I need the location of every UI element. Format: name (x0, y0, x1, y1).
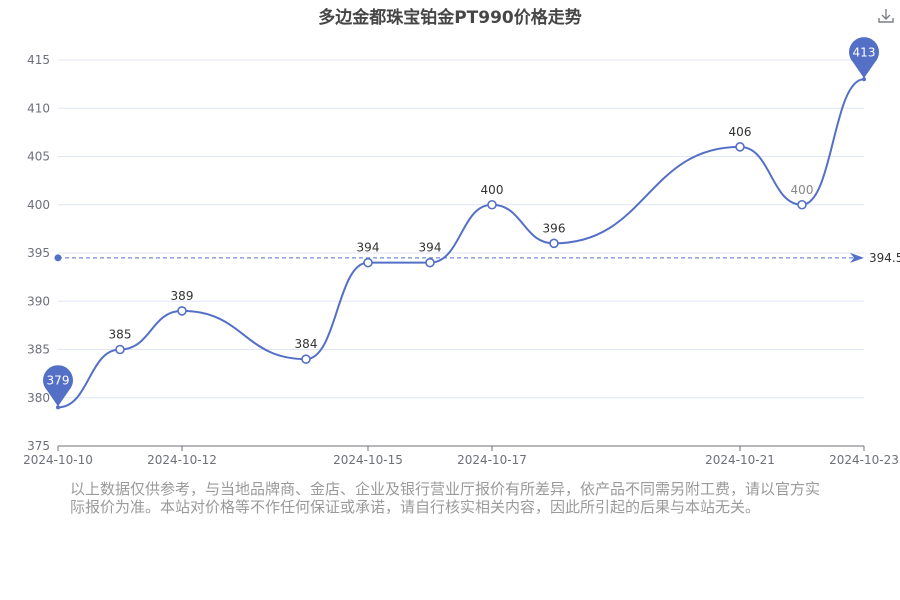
x-tick-label: 2024-10-23 (829, 453, 899, 467)
y-tick-label: 395 (27, 246, 50, 260)
data-label: 394 (419, 241, 442, 255)
data-label: 384 (295, 337, 318, 351)
data-point (115, 344, 125, 355)
price-line (57, 78, 865, 409)
data-point (363, 257, 373, 268)
data-label: 406 (729, 125, 752, 139)
data-label: 389 (171, 289, 194, 303)
max-mark-pin: 413 (849, 37, 879, 79)
data-label: 385 (109, 328, 132, 342)
y-tick-label: 385 (27, 343, 50, 357)
y-tick-label: 380 (27, 391, 50, 405)
average-line-label: 394.5 (869, 251, 900, 265)
y-tick-label: 400 (27, 198, 50, 212)
average-line-start (54, 254, 62, 262)
data-label: 396 (543, 221, 566, 235)
x-tick-label: 2024-10-15 (333, 453, 403, 467)
data-point (56, 405, 60, 410)
grid-lines (58, 59, 864, 399)
x-tick-label: 2024-10-21 (705, 453, 775, 467)
y-tick-label: 405 (27, 150, 50, 164)
x-tick-label: 2024-10-17 (457, 453, 527, 467)
data-point (301, 354, 311, 364)
x-tick-label: 2024-10-12 (147, 453, 217, 467)
y-tick-label: 390 (27, 294, 50, 308)
data-point (549, 238, 559, 249)
average-markline: 394.5 (54, 251, 900, 265)
download-icon[interactable] (876, 6, 896, 26)
max-mark-label: 413 (853, 45, 876, 59)
pin-shape (849, 37, 879, 79)
y-tick-label: 415 (27, 53, 50, 67)
data-points (56, 77, 866, 410)
data-label: 400 (791, 183, 814, 197)
average-line-arrow (850, 252, 864, 263)
data-point (487, 199, 497, 210)
min-mark-pin: 379 (43, 365, 73, 407)
data-point (862, 77, 866, 82)
mark-points: 379 413 (43, 37, 879, 407)
data-label: 400 (481, 183, 504, 197)
line-chart: 375 380 385 390 395 400 405 410 415 2024-10-10 202… (23, 37, 900, 467)
series-line (57, 78, 865, 409)
x-tick-label: 2024-10-10 (23, 453, 93, 467)
data-labels: 385 389 384 394 394 400 396 406 400 (109, 125, 814, 351)
data-point (425, 257, 435, 268)
pin-shape (43, 365, 73, 407)
min-mark-label: 379 (47, 373, 70, 387)
chart-title: 多边金都珠宝铂金PT990价格走势 (318, 8, 582, 28)
data-label: 394 (357, 241, 380, 255)
y-tick-label: 410 (27, 101, 50, 115)
data-point (735, 142, 745, 152)
disclaimer-text: 以上数据仅供参考，与当地品牌商、金店、企业及银行营业厅报价有所差异，依产品不同需… (70, 480, 821, 516)
y-tick-label: 375 (27, 439, 50, 453)
axes: 375 380 385 390 395 400 405 410 415 2024-10-10 202… (23, 53, 899, 467)
data-point (177, 306, 187, 316)
data-point (797, 199, 807, 210)
